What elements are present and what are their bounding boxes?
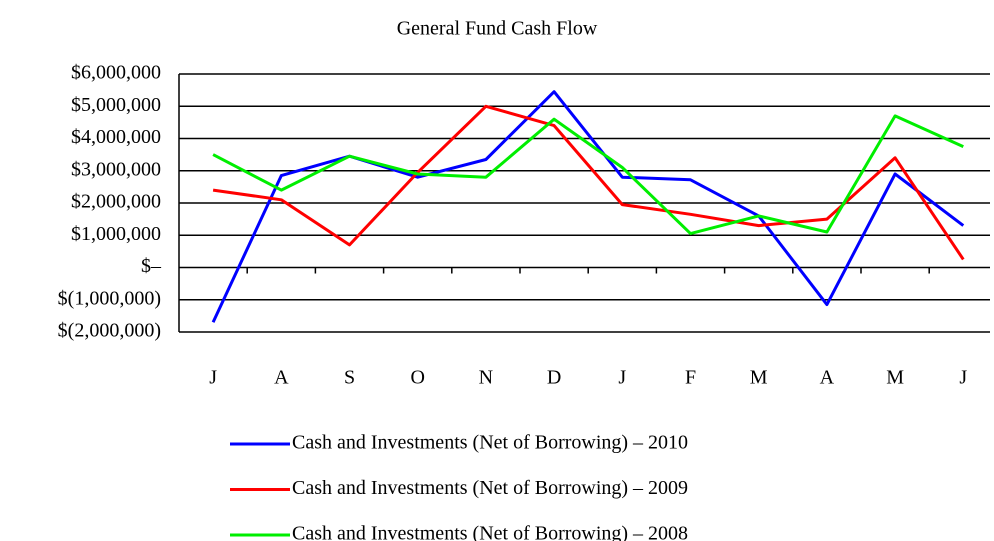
x-tick-label: M [750, 367, 768, 389]
y-tick-label: $– [141, 255, 162, 277]
x-tick-label: D [547, 367, 561, 389]
x-tick-label: J [618, 367, 626, 389]
series-line [212, 114, 964, 236]
y-tick-label: $5,000,000 [71, 94, 161, 116]
legend-label: Cash and Investments (Net of Borrowing) … [292, 477, 688, 499]
x-tick-label: J [959, 367, 967, 389]
x-tick-label: S [344, 367, 355, 389]
y-tick-label: $3,000,000 [71, 158, 161, 180]
y-tick-label: $1,000,000 [71, 223, 161, 245]
legend-label: Cash and Investments (Net of Borrowing) … [292, 523, 688, 541]
series-line [211, 90, 965, 323]
x-tick-label: N [479, 367, 493, 389]
legend-label: Cash and Investments (Net of Borrowing) … [292, 432, 688, 454]
x-tick-label: A [820, 367, 835, 389]
x-tick-label: O [410, 367, 424, 389]
x-tick-label: F [685, 367, 696, 389]
y-tick-label: $(2,000,000) [58, 320, 161, 342]
x-tick-label: A [274, 367, 289, 389]
x-tick-label: J [209, 367, 217, 389]
y-tick-label: $(1,000,000) [58, 287, 161, 309]
y-tick-label: $4,000,000 [71, 126, 161, 148]
y-tick-label: $2,000,000 [71, 191, 161, 213]
series-line [212, 104, 965, 261]
x-tick-label: M [886, 367, 904, 389]
chart-title: General Fund Cash Flow [397, 18, 598, 40]
y-tick-label: $6,000,000 [71, 62, 161, 84]
